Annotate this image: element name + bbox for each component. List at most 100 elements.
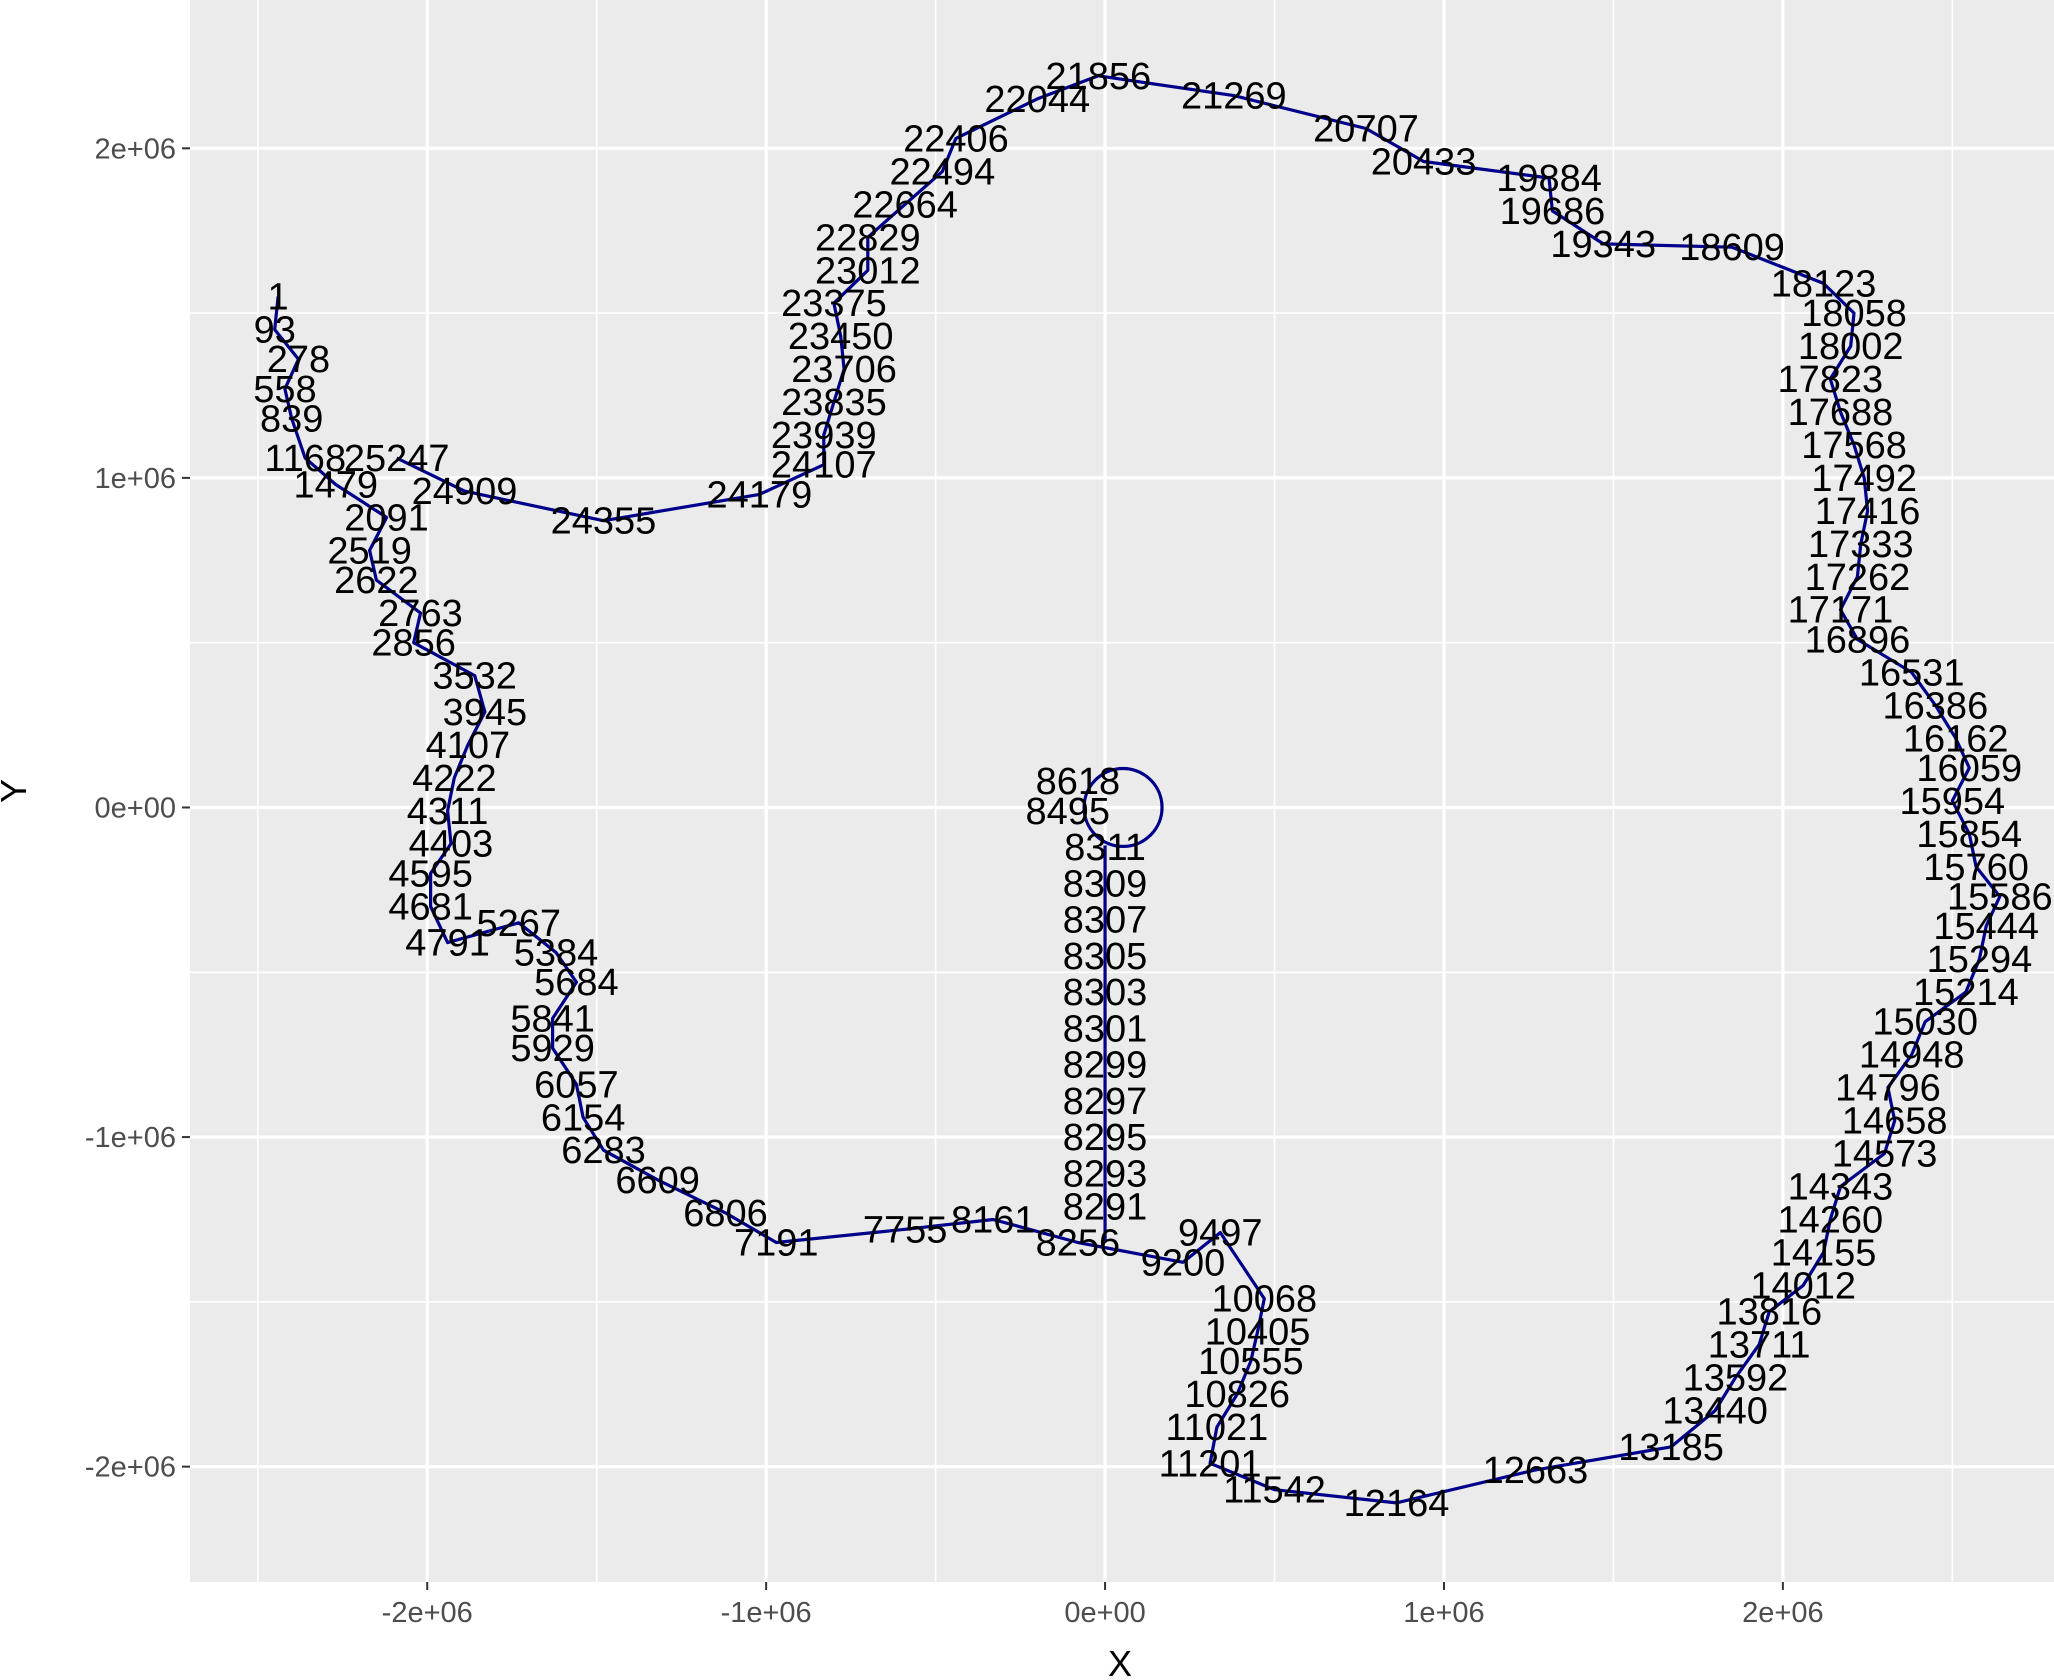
point-label: 8495 xyxy=(1026,791,1111,833)
point-label: 24355 xyxy=(551,501,657,543)
point-label: 22406 xyxy=(903,118,1009,160)
point-label: 23375 xyxy=(781,283,887,325)
point-label: 23450 xyxy=(788,316,894,358)
point-label: 11021 xyxy=(1165,1407,1268,1449)
point-label: 13592 xyxy=(1683,1358,1789,1400)
point-label: 2622 xyxy=(334,560,419,602)
x-tick-label: 1e+06 xyxy=(1403,1597,1484,1629)
point-label: 18609 xyxy=(1679,227,1785,269)
point-label: 558 xyxy=(253,369,316,411)
point-label: 1168 xyxy=(264,438,346,480)
point-label: 17333 xyxy=(1808,524,1914,566)
point-label: 10405 xyxy=(1205,1312,1311,1354)
point-label: 8161 xyxy=(951,1199,1036,1241)
point-label: 15586 xyxy=(1947,876,2053,918)
major-gridlines xyxy=(190,0,2054,1582)
point-label: 8301 xyxy=(1063,1008,1148,1050)
point-label: 8256 xyxy=(1036,1223,1121,1265)
point-label: 23706 xyxy=(791,349,897,391)
point-label: 8305 xyxy=(1063,936,1148,978)
point-label: 5841 xyxy=(510,998,595,1040)
point-label: 14796 xyxy=(1835,1068,1941,1110)
point-label: 15030 xyxy=(1872,1002,1978,1044)
point-label: 2519 xyxy=(327,530,412,572)
x-tick-label: 2e+06 xyxy=(1742,1597,1823,1629)
origin-circle xyxy=(1082,766,1164,849)
point-label: 22494 xyxy=(890,151,996,193)
y-axis-title: Y xyxy=(0,779,34,803)
point-label: 19884 xyxy=(1496,158,1602,200)
point-label: 14658 xyxy=(1842,1101,1948,1143)
y-tick-label: -1e+06 xyxy=(85,1122,176,1154)
point-label: 8291 xyxy=(1063,1186,1148,1228)
point-label: 2091 xyxy=(344,497,429,539)
point-label: 12663 xyxy=(1483,1450,1589,1492)
y-axis: -2e+06 -1e+06 0e+00 1e+06 2e+06 xyxy=(85,133,190,1484)
point-label: 17688 xyxy=(1788,392,1894,434)
x-axis: -2e+06 -1e+06 0e+00 1e+06 2e+06 xyxy=(382,1582,1824,1629)
point-label: 1 xyxy=(268,277,289,319)
point-label: 5384 xyxy=(514,932,599,974)
point-label: 19343 xyxy=(1550,224,1656,266)
point-label: 8307 xyxy=(1063,900,1148,942)
point-label: 14573 xyxy=(1832,1134,1938,1176)
point-label: 23835 xyxy=(781,382,887,424)
point-label: 5267 xyxy=(476,903,561,945)
point-label: 4107 xyxy=(426,725,511,767)
point-label: 3532 xyxy=(432,656,517,698)
point-label: 1479 xyxy=(293,464,378,506)
point-label: 6609 xyxy=(615,1160,700,1202)
point-label: 7755 xyxy=(863,1209,948,1251)
point-label: 10555 xyxy=(1198,1341,1304,1383)
point-label: 15444 xyxy=(1933,906,2039,948)
point-label: 18002 xyxy=(1798,326,1904,368)
point-label: 7191 xyxy=(734,1223,819,1265)
point-label: 16059 xyxy=(1916,748,2022,790)
point-label: 93 xyxy=(254,310,296,352)
point-label: 17568 xyxy=(1801,425,1907,467)
point-label: 20707 xyxy=(1313,109,1419,151)
x-tick-label: -1e+06 xyxy=(721,1597,812,1629)
point-label: 5929 xyxy=(510,1028,595,1070)
point-label: 6154 xyxy=(541,1097,626,1139)
point-label: 22664 xyxy=(852,184,958,226)
point-label: 8303 xyxy=(1063,972,1148,1014)
point-label: 6283 xyxy=(561,1130,646,1172)
point-label: 6806 xyxy=(683,1193,768,1235)
point-label: 17171 xyxy=(1788,590,1894,632)
point-label: 6057 xyxy=(534,1064,619,1106)
x-tick-label: -2e+06 xyxy=(382,1597,473,1629)
point-label: 9200 xyxy=(1141,1242,1226,1284)
point-label: 4681 xyxy=(388,886,473,928)
point-label: 24179 xyxy=(707,474,813,516)
minor-gridlines xyxy=(190,0,2054,1582)
point-label: 4311 xyxy=(407,791,489,833)
point-label: 15214 xyxy=(1913,972,2019,1014)
point-label: 839 xyxy=(260,399,323,441)
point-label: 13711 xyxy=(1708,1325,1811,1367)
y-tick-label: -2e+06 xyxy=(85,1452,176,1484)
x-axis-title: X xyxy=(1108,1643,1132,1680)
trajectory-layer xyxy=(273,74,2002,1505)
point-label: 2763 xyxy=(378,593,463,635)
point-label: 11201 xyxy=(1159,1443,1262,1485)
point-label: 5684 xyxy=(534,962,619,1004)
point-label: 15854 xyxy=(1916,814,2022,856)
point-label: 11542 xyxy=(1223,1470,1326,1512)
point-label: 22829 xyxy=(815,217,921,259)
y-tick-label: 0e+00 xyxy=(95,792,176,824)
y-tick-label: 2e+06 xyxy=(95,133,176,165)
point-label: 10068 xyxy=(1212,1279,1318,1321)
point-label: 3945 xyxy=(443,692,528,734)
point-label: 14948 xyxy=(1859,1035,1965,1077)
point-label: 17492 xyxy=(1811,458,1917,500)
point-label: 22044 xyxy=(984,79,1090,121)
point-label: 8293 xyxy=(1063,1153,1148,1195)
point-label: 4222 xyxy=(412,758,497,800)
point-label: 21269 xyxy=(1181,76,1287,118)
point-label: 4403 xyxy=(409,824,494,866)
point-label: 17262 xyxy=(1805,557,1911,599)
point-label: 17823 xyxy=(1777,359,1883,401)
point-label: 15954 xyxy=(1899,781,2005,823)
